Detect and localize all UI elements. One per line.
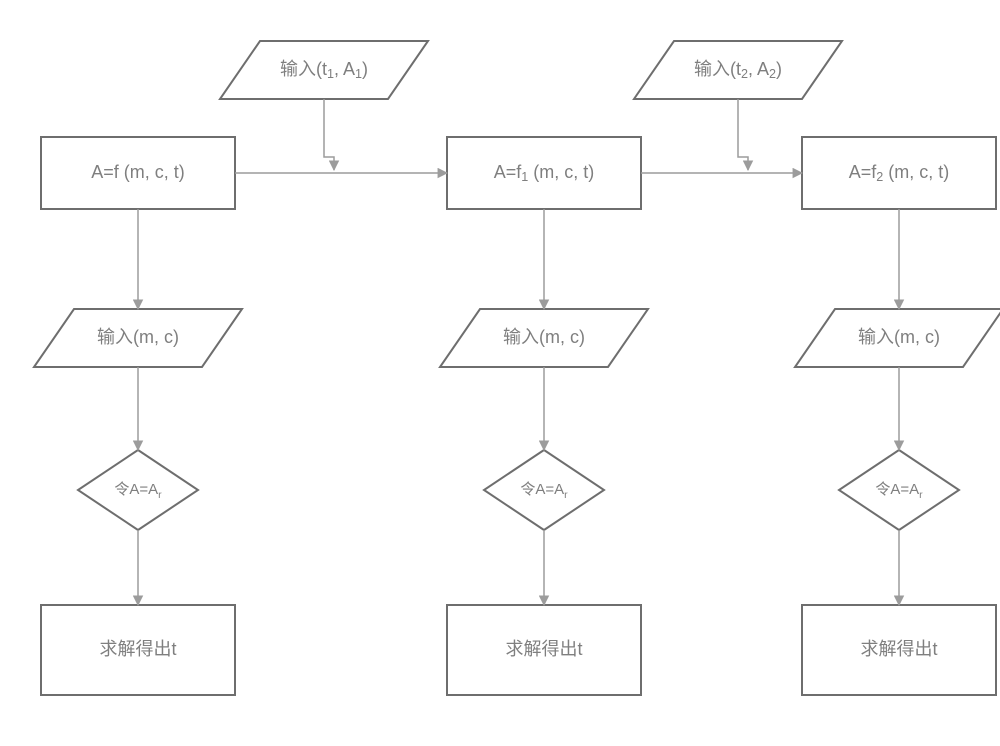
- decision-label-1: 令A=Ar: [520, 481, 568, 501]
- process-label-2: A=f2 (m, c, t): [849, 162, 950, 185]
- input-top-label-0: 输入(t1, A1): [280, 59, 368, 82]
- process-label-1: A=f1 (m, c, t): [494, 162, 595, 185]
- process-label-0: A=f (m, c, t): [91, 162, 185, 182]
- result-label-2: 求解得出t: [860, 639, 937, 659]
- input-mid-label-2: 输入(m, c): [858, 327, 940, 347]
- flowchart-canvas: 输入(t1, A1) 输入(t2, A2) A=f (m, c, t) A=f1 (m…: [0, 0, 1000, 746]
- input-mid-label-1: 输入(m, c): [503, 327, 585, 347]
- decision-label-0: 令A=Ar: [114, 481, 162, 501]
- arrow-topinput-0: [324, 99, 334, 170]
- input-top-label-1: 输入(t2, A2): [694, 59, 782, 82]
- input-mid-label-0: 输入(m, c): [97, 327, 179, 347]
- result-label-1: 求解得出t: [505, 639, 582, 659]
- arrow-topinput-1: [738, 99, 748, 170]
- result-label-0: 求解得出t: [99, 639, 176, 659]
- decision-label-2: 令A=Ar: [875, 481, 923, 501]
